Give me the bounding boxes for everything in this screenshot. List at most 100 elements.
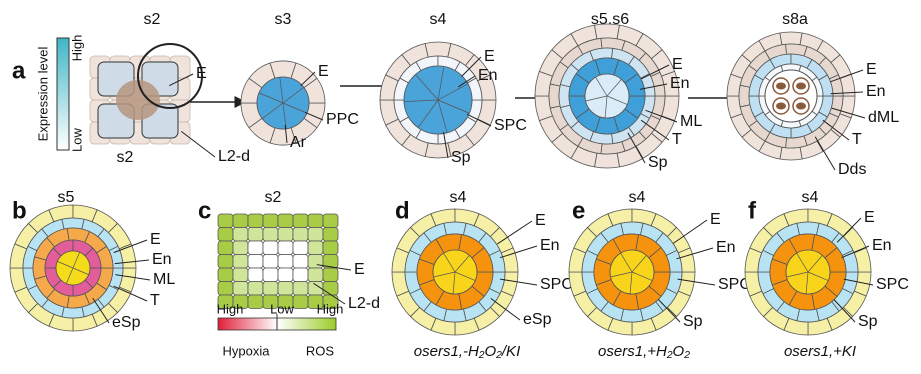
- cell: [780, 147, 802, 160]
- label: Ar: [290, 134, 307, 151]
- cell: [218, 268, 233, 282]
- label: E: [318, 63, 329, 80]
- label: En: [540, 237, 560, 254]
- cell: [444, 309, 466, 322]
- cell: [233, 228, 248, 242]
- cell: [263, 268, 278, 282]
- cell: [293, 214, 308, 228]
- stage-title: s3: [275, 11, 292, 28]
- label: T: [852, 131, 862, 148]
- label: Sp: [451, 149, 471, 166]
- label: E: [150, 231, 161, 248]
- cell: [559, 85, 570, 108]
- label: E: [672, 56, 683, 73]
- cell: [594, 153, 619, 168]
- core: [116, 80, 160, 120]
- figure: aExpression levelHighLows2s3s4s5,s6s8as2…: [0, 0, 921, 369]
- label: T: [150, 292, 160, 309]
- cell: [248, 282, 263, 296]
- legend-title: Expression level: [35, 47, 50, 142]
- label: En: [478, 67, 498, 84]
- label: SPC: [876, 276, 909, 293]
- dds: [796, 83, 806, 90]
- panel-letter: d: [395, 197, 410, 224]
- label: L2-d: [218, 148, 250, 165]
- caption: osers1,+H₂O₂: [598, 343, 690, 360]
- legend-bar: [57, 38, 69, 150]
- label: En: [872, 237, 892, 254]
- cell: [248, 295, 263, 309]
- stage-title: s5: [58, 189, 75, 206]
- cell: [263, 282, 278, 296]
- cell: [33, 257, 46, 280]
- cell: [293, 228, 308, 242]
- cell: [218, 255, 233, 269]
- label: T: [672, 131, 682, 148]
- cell: [218, 214, 233, 228]
- legend-low: Low: [69, 127, 84, 151]
- cell: [323, 282, 338, 296]
- cell: [218, 282, 233, 296]
- label: ML: [680, 113, 702, 130]
- cell: [308, 214, 323, 228]
- label: Dds: [838, 161, 866, 178]
- label: E: [710, 211, 721, 228]
- cell: [621, 222, 643, 235]
- label: dML: [868, 109, 899, 126]
- cell: [233, 241, 248, 255]
- cell: [293, 255, 308, 269]
- stage-title: s8a: [782, 11, 808, 28]
- cell: [233, 255, 248, 269]
- cell: [233, 214, 248, 228]
- cell: [323, 241, 338, 255]
- cell: [62, 218, 84, 229]
- cell: [797, 222, 819, 235]
- cell: [263, 241, 278, 255]
- legend-high: High: [69, 35, 84, 62]
- label: SPC: [540, 276, 573, 293]
- cell: [797, 309, 819, 322]
- cell: [323, 268, 338, 282]
- cell: [293, 282, 308, 296]
- cell: [444, 222, 466, 235]
- stage-title: s4: [450, 189, 467, 206]
- cell: [62, 307, 84, 318]
- core: [765, 70, 817, 122]
- label: E: [484, 48, 495, 65]
- cell: [621, 309, 643, 322]
- cell: [263, 228, 278, 242]
- stage-title: s2: [144, 11, 161, 28]
- cell: [323, 214, 338, 228]
- scale-label: High: [317, 301, 344, 316]
- label: En: [866, 83, 886, 100]
- label: ML: [153, 271, 175, 288]
- cell: [248, 255, 263, 269]
- label: E: [196, 65, 207, 82]
- stage-title: s2: [265, 189, 282, 206]
- panel-letter: b: [12, 197, 27, 224]
- cell: [248, 214, 263, 228]
- cell: [278, 255, 293, 269]
- scale-label: Low: [270, 301, 294, 316]
- label: L2-d: [348, 295, 380, 312]
- dds: [776, 103, 786, 110]
- cell: [293, 295, 308, 309]
- label: Sp: [648, 154, 668, 171]
- label: En: [670, 75, 690, 92]
- panel-letter: c: [198, 197, 211, 224]
- stage-title: s4: [802, 189, 819, 206]
- panel-letter: e: [572, 197, 585, 224]
- cell: [293, 268, 308, 282]
- label: E: [866, 61, 877, 78]
- label: eSp: [523, 311, 552, 328]
- cell: [308, 268, 323, 282]
- cell: [278, 241, 293, 255]
- label: SPC: [494, 117, 527, 134]
- cell: [739, 85, 750, 107]
- cell: [248, 241, 263, 255]
- panel-letter: a: [12, 57, 26, 84]
- cell: [308, 241, 323, 255]
- label: PPC: [326, 111, 359, 128]
- cell: [323, 228, 338, 242]
- caption: osers1,-H₂O₂/KI: [414, 343, 520, 360]
